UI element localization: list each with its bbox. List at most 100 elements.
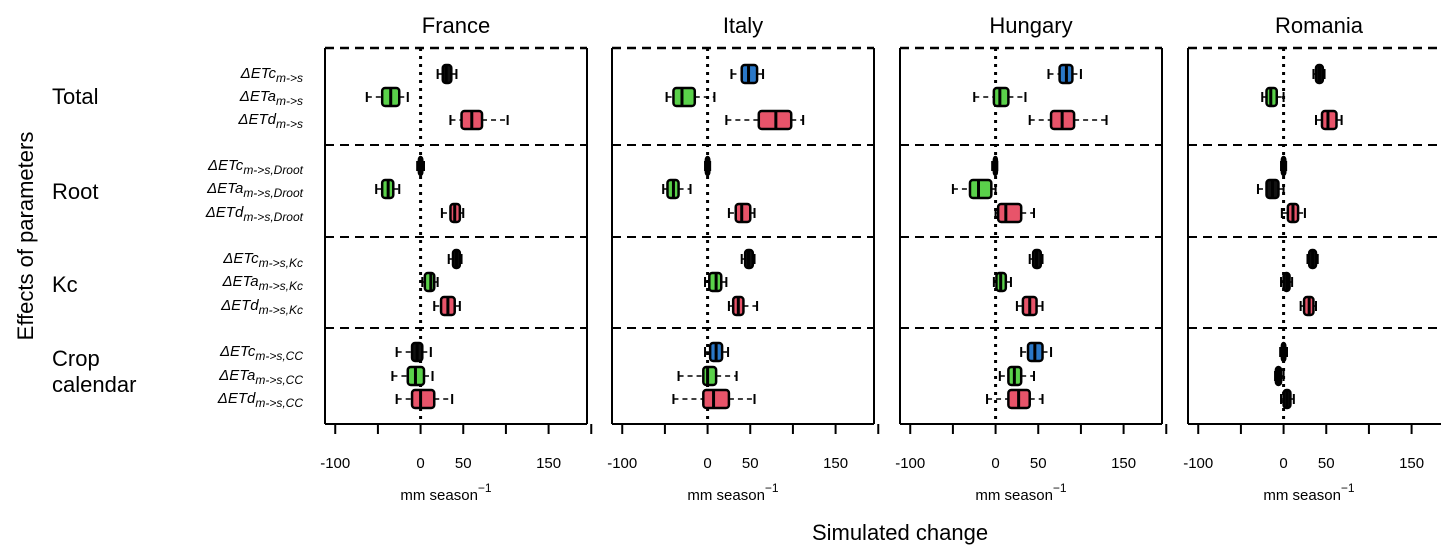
boxplot-etc-italy xyxy=(730,63,765,85)
boxplot-eta-romania xyxy=(1280,271,1294,293)
row-label: ΔETdm->s,Kc xyxy=(220,297,303,317)
row-label-main: ΔETd xyxy=(217,390,256,407)
row-label: ΔETcm->s,Droot xyxy=(207,157,304,177)
x-tick-label: 0 xyxy=(1279,455,1287,472)
boxplot-etc-italy xyxy=(740,248,756,270)
boxplot-etd-france xyxy=(449,109,509,131)
x-axis-label-superscript: −1 xyxy=(1053,481,1067,495)
row-label-main: ΔETc xyxy=(240,65,277,82)
x-tick-label: 0 xyxy=(703,455,711,472)
group-label: Root xyxy=(52,179,98,204)
row-label: ΔETcm->s xyxy=(240,65,303,85)
boxplot-eta-hungary xyxy=(951,178,997,200)
row-label: ΔETcm->s,CC xyxy=(219,343,303,363)
panel-france: France -100 0 50 150 mm season−1 xyxy=(320,13,593,504)
boxplot-eta-france xyxy=(391,365,434,387)
panel-romania: Romania -100 0 50 150 mm season−1 xyxy=(1183,13,1441,504)
x-tick-label: 150 xyxy=(1111,455,1136,472)
x-tick-label: -100 xyxy=(607,455,637,472)
x-axis-label-text: mm season xyxy=(400,487,478,504)
boxplot-eta-italy xyxy=(677,365,738,387)
group-label: Kc xyxy=(52,272,78,297)
box xyxy=(968,178,993,200)
row-label: ΔETcm->s,Kc xyxy=(222,250,303,270)
row-label: ΔETdm->s,CC xyxy=(217,390,304,410)
row-label-main: ΔETd xyxy=(220,297,259,314)
box xyxy=(702,388,731,410)
row-label-sub: m->s,Droot xyxy=(243,210,303,224)
boxplot-etc-romania xyxy=(1306,248,1319,270)
boxplot-eta-romania xyxy=(1274,365,1285,387)
row-label-main: ΔETc xyxy=(222,250,259,267)
boxplot-etd-italy xyxy=(727,202,756,224)
boxplot-etc-france xyxy=(395,341,432,363)
boxplot-etc-romania xyxy=(1280,155,1288,177)
x-axis-label-superscript: −1 xyxy=(478,481,492,495)
x-tick-label: 0 xyxy=(416,455,424,472)
x-tick-label: 50 xyxy=(455,455,472,472)
boxplot-etd-hungary xyxy=(994,202,1035,224)
panel-italy: Italy -100 0 50 150 mm season−1 xyxy=(607,13,880,504)
boxplot-etd-hungary xyxy=(1015,295,1044,317)
boxplot-etd-hungary xyxy=(1028,109,1108,131)
x-tick-label: 50 xyxy=(1030,455,1047,472)
group-label-line: calendar xyxy=(52,372,136,397)
x-tick-label: 150 xyxy=(823,455,848,472)
x-tick-label: 50 xyxy=(742,455,759,472)
box xyxy=(410,388,436,410)
boxplot-etc-france xyxy=(416,155,425,177)
row-label-main: ΔETa xyxy=(239,88,276,105)
boxplot-etc-hungary xyxy=(1047,63,1082,85)
x-axis-label-text: mm season xyxy=(975,487,1053,504)
x-tick-label: -100 xyxy=(1183,455,1213,472)
row-label: ΔETam->s,Droot xyxy=(206,180,304,200)
row-label-sub: m->s,CC xyxy=(255,349,303,363)
boxplot-eta-france xyxy=(365,86,409,108)
boxplot-etc-hungary xyxy=(1020,341,1053,363)
panel-title: Romania xyxy=(1275,13,1364,38)
x-tick-label: -100 xyxy=(320,455,350,472)
x-tick-label: 0 xyxy=(991,455,999,472)
x-axis-label-superscript: −1 xyxy=(1341,481,1355,495)
row-label-main: ΔETd xyxy=(237,111,276,128)
boxplot-eta-romania xyxy=(1256,178,1285,200)
x-tick-label: 50 xyxy=(1318,455,1335,472)
boxplot-etd-france xyxy=(395,388,454,410)
boxplot-eta-hungary xyxy=(973,86,1027,108)
panel-title: France xyxy=(422,13,490,38)
row-label: ΔETam->s,CC xyxy=(218,367,303,387)
group-label: Crop calendar xyxy=(52,346,136,397)
x-axis-label: mm season−1 xyxy=(687,481,779,504)
y-axis-title: Effects of parameters xyxy=(13,132,38,341)
x-tick-label: -100 xyxy=(895,455,925,472)
boxplot-etc-france xyxy=(447,248,463,270)
x-tick-label: 150 xyxy=(536,455,561,472)
boxplot-etd-romania xyxy=(1280,388,1295,410)
panel-hungary: Hungary -100 0 50 150 mm season−1 xyxy=(895,13,1168,504)
row-label-sub: m->s xyxy=(276,94,303,108)
panel-title: Italy xyxy=(723,13,763,38)
row-label-sub: m->s,Droot xyxy=(243,163,303,177)
boxplot-eta-italy xyxy=(704,271,728,293)
row-label-main: ΔETd xyxy=(205,204,244,221)
boxplot-etd-romania xyxy=(1315,109,1343,131)
row-label-sub: m->s,Kc xyxy=(259,303,303,317)
row-label-main: ΔETc xyxy=(207,157,244,174)
boxplot-eta-hungary xyxy=(992,271,1012,293)
row-label-sub: m->s,Kc xyxy=(259,256,303,270)
group-label-line: Crop xyxy=(52,346,100,371)
row-label-sub: m->s xyxy=(276,71,303,85)
boxplot-etc-italy xyxy=(704,341,730,363)
boxplot-etc-italy xyxy=(704,155,712,177)
boxplot-etd-italy xyxy=(727,295,759,317)
box xyxy=(702,365,718,387)
group-label: Total xyxy=(52,84,98,109)
boxplot-etd-romania xyxy=(1299,295,1318,317)
x-axis-title: Simulated change xyxy=(812,520,988,545)
row-label-sub: m->s,Droot xyxy=(243,186,303,200)
boxplot-eta-hungary xyxy=(998,365,1035,387)
boxplot-eta-italy xyxy=(662,178,692,200)
x-axis-label: mm season−1 xyxy=(975,481,1067,504)
x-axis-label: mm season−1 xyxy=(1263,481,1355,504)
